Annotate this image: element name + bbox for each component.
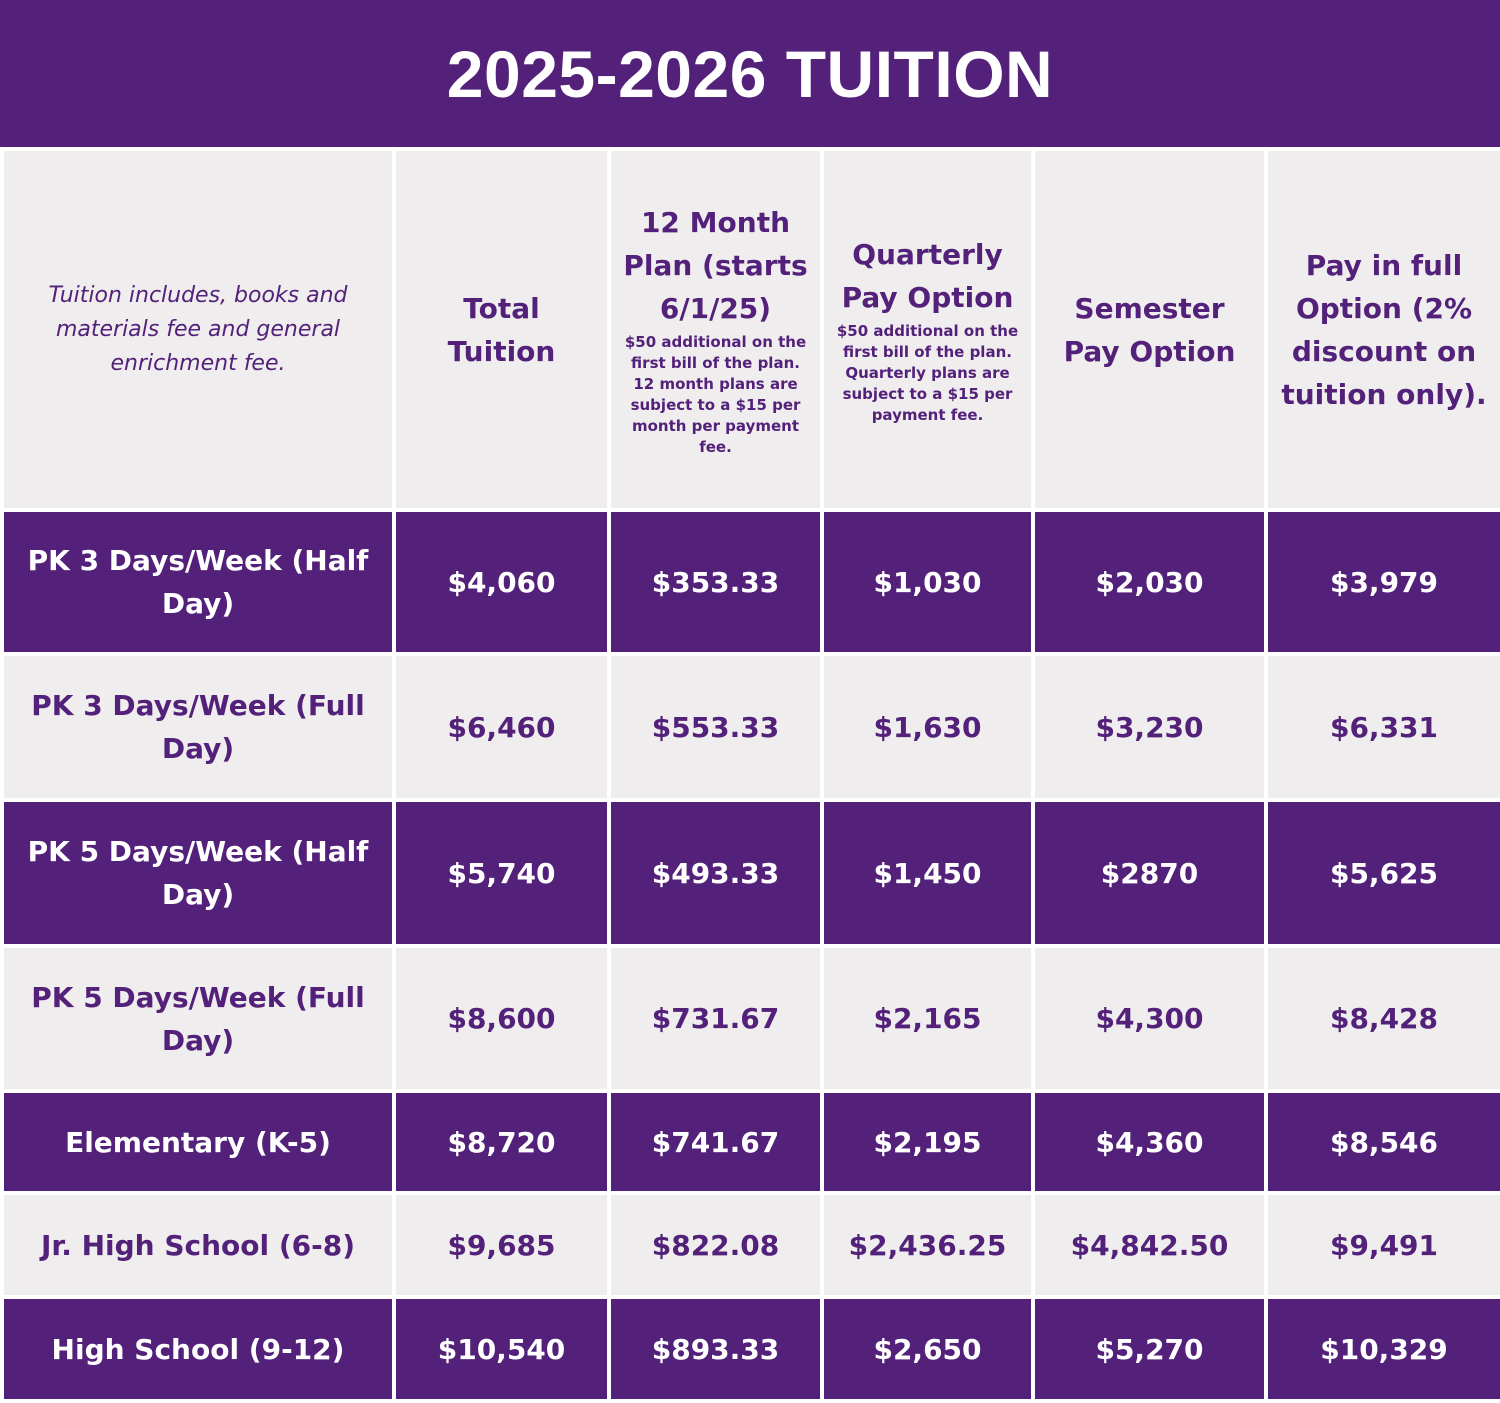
row-label: High School (9-12) <box>0 1295 396 1403</box>
pay-in-full-cell: $9,491 <box>1264 1191 1500 1299</box>
quarterly-cell: $1,450 <box>820 798 1035 948</box>
row-label: PK 3 Days/Week (Full Day) <box>0 652 396 802</box>
total-tuition-cell: $8,720 <box>392 1089 611 1195</box>
semester-cell: $2870 <box>1031 798 1268 948</box>
tuition-note: Tuition includes, books and materials fe… <box>0 147 396 512</box>
pay-in-full-cell: $8,546 <box>1264 1089 1500 1195</box>
monthly-plan-cell: $741.67 <box>607 1089 824 1195</box>
column-header-pay-in-full: Pay in full Option (2% discount on tuiti… <box>1264 147 1500 512</box>
column-header-note: $50 additional on the first bill of the … <box>624 333 807 456</box>
semester-cell: $4,360 <box>1031 1089 1268 1195</box>
row-label: PK 5 Days/Week (Full Day) <box>0 944 396 1093</box>
quarterly-cell: $2,436.25 <box>820 1191 1035 1299</box>
monthly-plan-cell: $822.08 <box>607 1191 824 1299</box>
table-row: PK 5 Days/Week (Full Day) $8,600 $731.67… <box>0 944 1500 1093</box>
column-header-title: 12 Month Plan (starts 6/1/25) <box>623 206 808 325</box>
row-label: Elementary (K-5) <box>0 1089 396 1195</box>
semester-cell: $5,270 <box>1031 1295 1268 1403</box>
total-tuition-cell: $5,740 <box>392 798 611 948</box>
pay-in-full-cell: $5,625 <box>1264 798 1500 948</box>
semester-cell: $4,842.50 <box>1031 1191 1268 1299</box>
table-row: PK 5 Days/Week (Half Day) $5,740 $493.33… <box>0 798 1500 948</box>
column-header-title: Pay in full Option (2% discount on tuiti… <box>1281 248 1487 411</box>
table-header-row: Tuition includes, books and materials fe… <box>0 147 1500 512</box>
table-row: Elementary (K-5) $8,720 $741.67 $2,195 $… <box>0 1089 1500 1195</box>
table-row: High School (9-12) $10,540 $893.33 $2,65… <box>0 1295 1500 1403</box>
total-tuition-cell: $10,540 <box>392 1295 611 1403</box>
column-header-title: Total Tuition <box>447 291 556 368</box>
semester-cell: $2,030 <box>1031 508 1268 656</box>
quarterly-cell: $2,650 <box>820 1295 1035 1403</box>
monthly-plan-cell: $353.33 <box>607 508 824 656</box>
total-tuition-cell: $6,460 <box>392 652 611 802</box>
semester-cell: $3,230 <box>1031 652 1268 802</box>
row-label: PK 5 Days/Week (Half Day) <box>0 798 396 948</box>
table-row: Jr. High School (6-8) $9,685 $822.08 $2,… <box>0 1191 1500 1299</box>
monthly-plan-cell: $553.33 <box>607 652 824 802</box>
column-header-note: $50 additional on the first bill of the … <box>836 322 1019 424</box>
total-tuition-cell: $9,685 <box>392 1191 611 1299</box>
total-tuition-cell: $8,600 <box>392 944 611 1093</box>
table-row: PK 3 Days/Week (Full Day) $6,460 $553.33… <box>0 652 1500 802</box>
monthly-plan-cell: $493.33 <box>607 798 824 948</box>
column-header-semester: Semester Pay Option <box>1031 147 1268 512</box>
column-header-quarterly: Quarterly Pay Option $50 additional on t… <box>820 147 1035 512</box>
monthly-plan-cell: $893.33 <box>607 1295 824 1403</box>
page-title: 2025-2026 TUITION <box>446 36 1054 111</box>
semester-cell: $4,300 <box>1031 944 1268 1093</box>
tuition-table: Tuition includes, books and materials fe… <box>0 147 1500 1403</box>
monthly-plan-cell: $731.67 <box>607 944 824 1093</box>
column-header-total-tuition: Total Tuition <box>392 147 611 512</box>
pay-in-full-cell: $8,428 <box>1264 944 1500 1093</box>
quarterly-cell: $2,165 <box>820 944 1035 1093</box>
table-row: PK 3 Days/Week (Half Day) $4,060 $353.33… <box>0 508 1500 656</box>
row-label: Jr. High School (6-8) <box>0 1191 396 1299</box>
row-label: PK 3 Days/Week (Half Day) <box>0 508 396 656</box>
quarterly-cell: $2,195 <box>820 1089 1035 1195</box>
quarterly-cell: $1,630 <box>820 652 1035 802</box>
title-banner: 2025-2026 TUITION <box>0 0 1500 147</box>
pay-in-full-cell: $6,331 <box>1264 652 1500 802</box>
column-header-title: Semester Pay Option <box>1063 291 1236 368</box>
pay-in-full-cell: $10,329 <box>1264 1295 1500 1403</box>
quarterly-cell: $1,030 <box>820 508 1035 656</box>
column-header-title: Quarterly Pay Option <box>841 238 1014 314</box>
pay-in-full-cell: $3,979 <box>1264 508 1500 656</box>
column-header-12-month-plan: 12 Month Plan (starts 6/1/25) $50 additi… <box>607 147 824 512</box>
total-tuition-cell: $4,060 <box>392 508 611 656</box>
